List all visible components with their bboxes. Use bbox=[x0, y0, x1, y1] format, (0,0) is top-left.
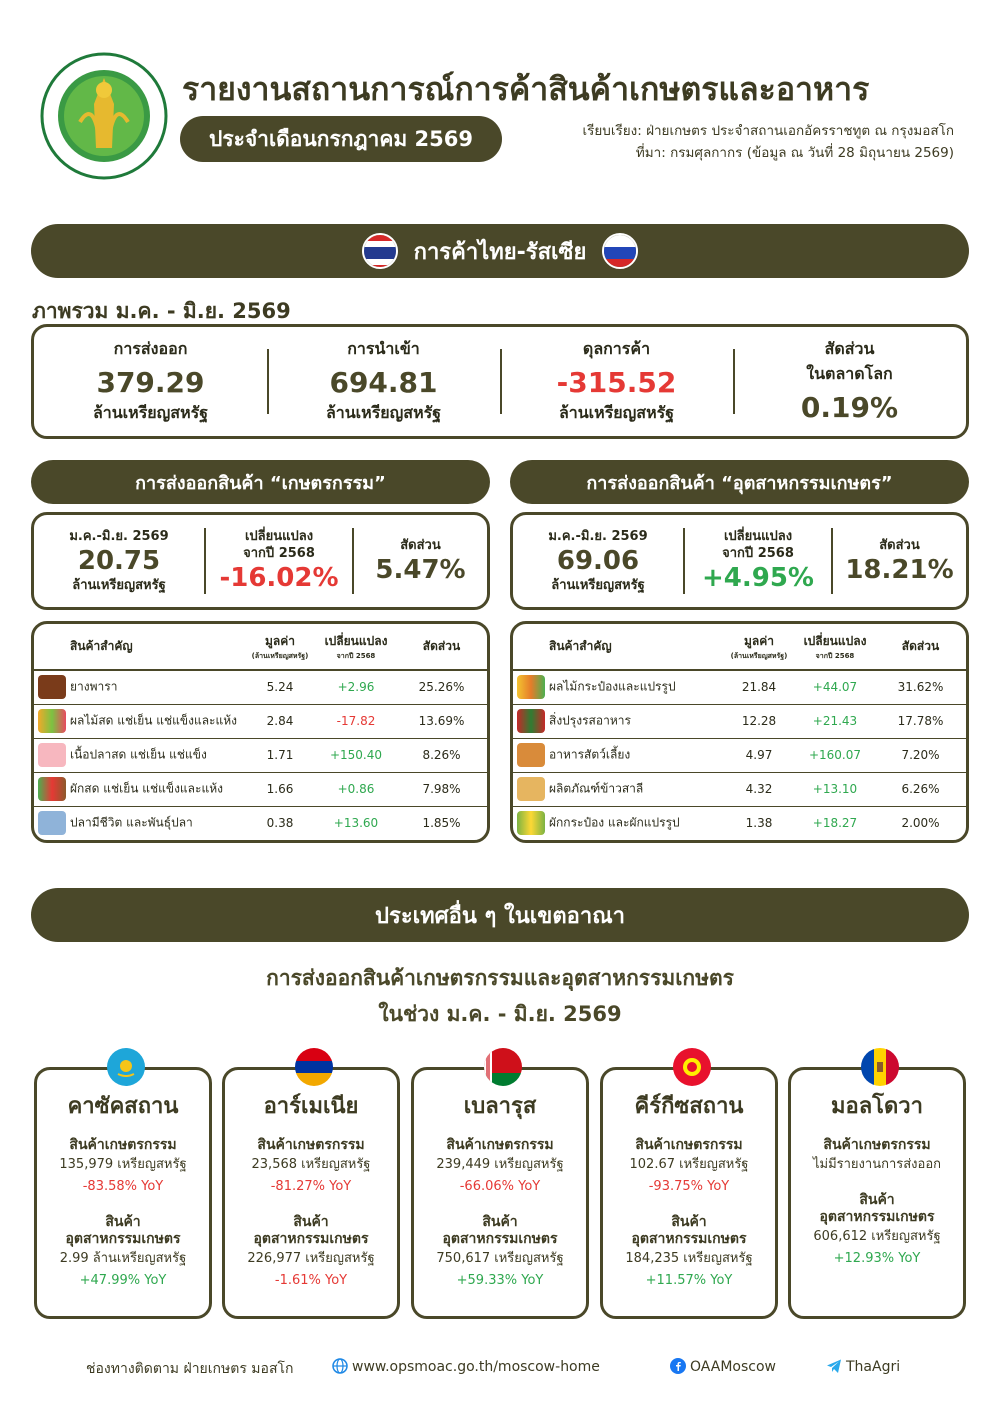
country-card-moldova: มอลโดวา สินค้าเกษตรกรรม ไม่มีรายงานการส่… bbox=[788, 1048, 966, 1319]
report-title: รายงานสถานการณ์การค้าสินค้าเกษตรและอาหาร bbox=[182, 70, 870, 108]
report-month: ประจำเดือนกรกฎาคม 2569 bbox=[180, 116, 502, 162]
agri-summary-card: ม.ค.-มิ.ย. 2569 20.75 ล้านเหรียญสหรัฐ เป… bbox=[31, 512, 490, 610]
kyrgyzstan-flag-icon bbox=[673, 1048, 711, 1086]
import-summary: การนำเข้า 694.81 ล้านเหรียญสหรัฐ bbox=[267, 327, 500, 436]
canned-fruit-icon bbox=[517, 675, 545, 700]
agro-change: +4.95% bbox=[702, 563, 814, 593]
russia-flag-icon bbox=[602, 233, 639, 269]
thailand-flag-icon bbox=[361, 233, 398, 269]
condiment-icon bbox=[517, 709, 545, 733]
table-row: สิ่งปรุงรสอาหาร 12.28 +21.43 17.78% bbox=[513, 704, 966, 739]
export-value: 379.29 bbox=[96, 366, 205, 399]
footer: ช่องทางติดตาม ฝ่ายเกษตร มอสโก www.opsmoa… bbox=[0, 1358, 1000, 1382]
region-period: ในช่วง ม.ค. - มิ.ย. 2569 bbox=[378, 1002, 622, 1026]
report-credits: เรียบเรียง: ฝ่ายเกษตร ประจำสถานเอกอัครรา… bbox=[583, 120, 954, 164]
banner-title: การค้าไทย-รัสเซีย bbox=[413, 239, 587, 265]
overview-card: การส่งออก 379.29 ล้านเหรียญสหรัฐ การนำเข… bbox=[31, 324, 969, 439]
table-row: ผลไม้สด แช่เย็น แช่แข็งและแห้ง 2.84 -17.8… bbox=[34, 704, 487, 739]
table-row: ผักสด แช่เย็น แช่แข็งและแห้ง 1.66 +0.86 7.… bbox=[34, 772, 487, 807]
facebook-icon bbox=[670, 1358, 686, 1374]
table-row: ยางพารา 5.24 +2.96 25.26% bbox=[34, 670, 487, 705]
country-card-kazakhstan: คาซัคสถาน สินค้าเกษตรกรรม 135,979 เหรียญ… bbox=[34, 1048, 212, 1319]
fruit-icon bbox=[38, 709, 66, 733]
follow-label: ช่องทางติดตาม ฝ่ายเกษตร มอสโก bbox=[86, 1361, 294, 1377]
telegram-link[interactable]: ThaAgri bbox=[826, 1358, 900, 1375]
table-row: เนื้อปลาสด แช่เย็น แช่แข็ง 1.71 +150.40 8.… bbox=[34, 738, 487, 773]
table-row: อาหารสัตว์เลี้ยง 4.97 +160.07 7.20% bbox=[513, 738, 966, 773]
armenia-flag-icon bbox=[295, 1048, 333, 1086]
agro-summary-card: ม.ค.-มิ.ย. 2569 69.06 ล้านเหรียญสหรัฐ เป… bbox=[510, 512, 969, 610]
agro-share: 18.21% bbox=[845, 554, 954, 585]
ministry-logo bbox=[40, 52, 168, 180]
country-card-belarus: เบลารุส สินค้าเกษตรกรรม 239,449 เหรียญสห… bbox=[411, 1048, 589, 1319]
table-row: ผลไม้กระป๋องและแปรรูป 21.84 +44.07 31.62% bbox=[513, 670, 966, 705]
table-row: ผักกระป๋อง และผักแปรรูป 1.38 +18.27 2.00% bbox=[513, 806, 966, 840]
website-link[interactable]: www.opsmoac.go.th/moscow-home bbox=[332, 1358, 600, 1375]
region-banner: ประเทศอื่น ๆ ในเขตอาณา bbox=[31, 888, 969, 942]
fish-fillet-icon bbox=[38, 743, 66, 767]
agro-value: 69.06 bbox=[556, 546, 640, 576]
pet-food-icon bbox=[517, 743, 545, 767]
rubber-icon bbox=[38, 675, 66, 700]
live-fish-icon bbox=[38, 811, 66, 836]
globe-icon bbox=[332, 1358, 348, 1374]
kazakhstan-flag-icon bbox=[107, 1048, 145, 1086]
agri-products-table: สินค้าสำคัญ มูลค่า (ล้านเหรียญสหรัฐ) เปลี… bbox=[31, 621, 490, 843]
telegram-icon bbox=[827, 1359, 841, 1373]
facebook-link[interactable]: OAAMoscow bbox=[670, 1358, 776, 1375]
table-row: ปลามีชีวิต และพันธุ์ปลา 0.38 +13.60 1.85% bbox=[34, 806, 487, 840]
import-value: 694.81 bbox=[329, 366, 438, 399]
share-value: 0.19% bbox=[800, 391, 899, 424]
overview-label: ภาพรวม ม.ค. - มิ.ย. 2569 bbox=[32, 299, 291, 323]
vegetable-icon bbox=[38, 777, 66, 801]
region-subtitle: การส่งออกสินค้าเกษตรกรรมและอุตสาหกรรมเกษ… bbox=[266, 966, 734, 990]
balance-value: -315.52 bbox=[556, 366, 677, 399]
wheat-product-icon bbox=[517, 777, 545, 801]
compiled-by: เรียบเรียง: ฝ่ายเกษตร ประจำสถานเอกอัครรา… bbox=[582, 123, 954, 139]
agro-section-title: การส่งออกสินค้า “อุตสาหกรรมเกษตร” bbox=[510, 460, 969, 504]
table-row: ผลิตภัณฑ์ข้าวสาลี 4.32 +13.10 6.26% bbox=[513, 772, 966, 807]
country-card-armenia: อาร์เมเนีย สินค้าเกษตรกรรม 23,568 เหรียญ… bbox=[222, 1048, 400, 1319]
canned-vegetable-icon bbox=[517, 811, 545, 836]
agri-section-title: การส่งออกสินค้า “เกษตรกรรม” bbox=[31, 460, 490, 504]
data-source: ที่มา: กรมศุลกากร (ข้อมูล ณ วันที่ 28 มิ… bbox=[635, 145, 954, 161]
agro-products-table: สินค้าสำคัญ มูลค่า (ล้านเหรียญสหรัฐ) เปลี… bbox=[510, 621, 969, 843]
export-summary: การส่งออก 379.29 ล้านเหรียญสหรัฐ bbox=[34, 327, 267, 436]
agri-share: 5.47% bbox=[375, 554, 466, 585]
agri-value: 20.75 bbox=[77, 546, 161, 576]
agri-change: -16.02% bbox=[219, 563, 339, 593]
share-summary: สัดส่วน ในตลาดโลก 0.19% bbox=[733, 327, 966, 436]
country-card-kyrgyzstan: คีร์กีซสถาน สินค้าเกษตรกรรม 102.67 เหรีย… bbox=[600, 1048, 778, 1319]
belarus-flag-icon bbox=[484, 1048, 522, 1086]
moldova-flag-icon bbox=[861, 1048, 899, 1086]
thai-russia-banner: การค้าไทย-รัสเซีย bbox=[31, 224, 969, 278]
balance-summary: ดุลการค้า -315.52 ล้านเหรียญสหรัฐ bbox=[500, 327, 733, 436]
